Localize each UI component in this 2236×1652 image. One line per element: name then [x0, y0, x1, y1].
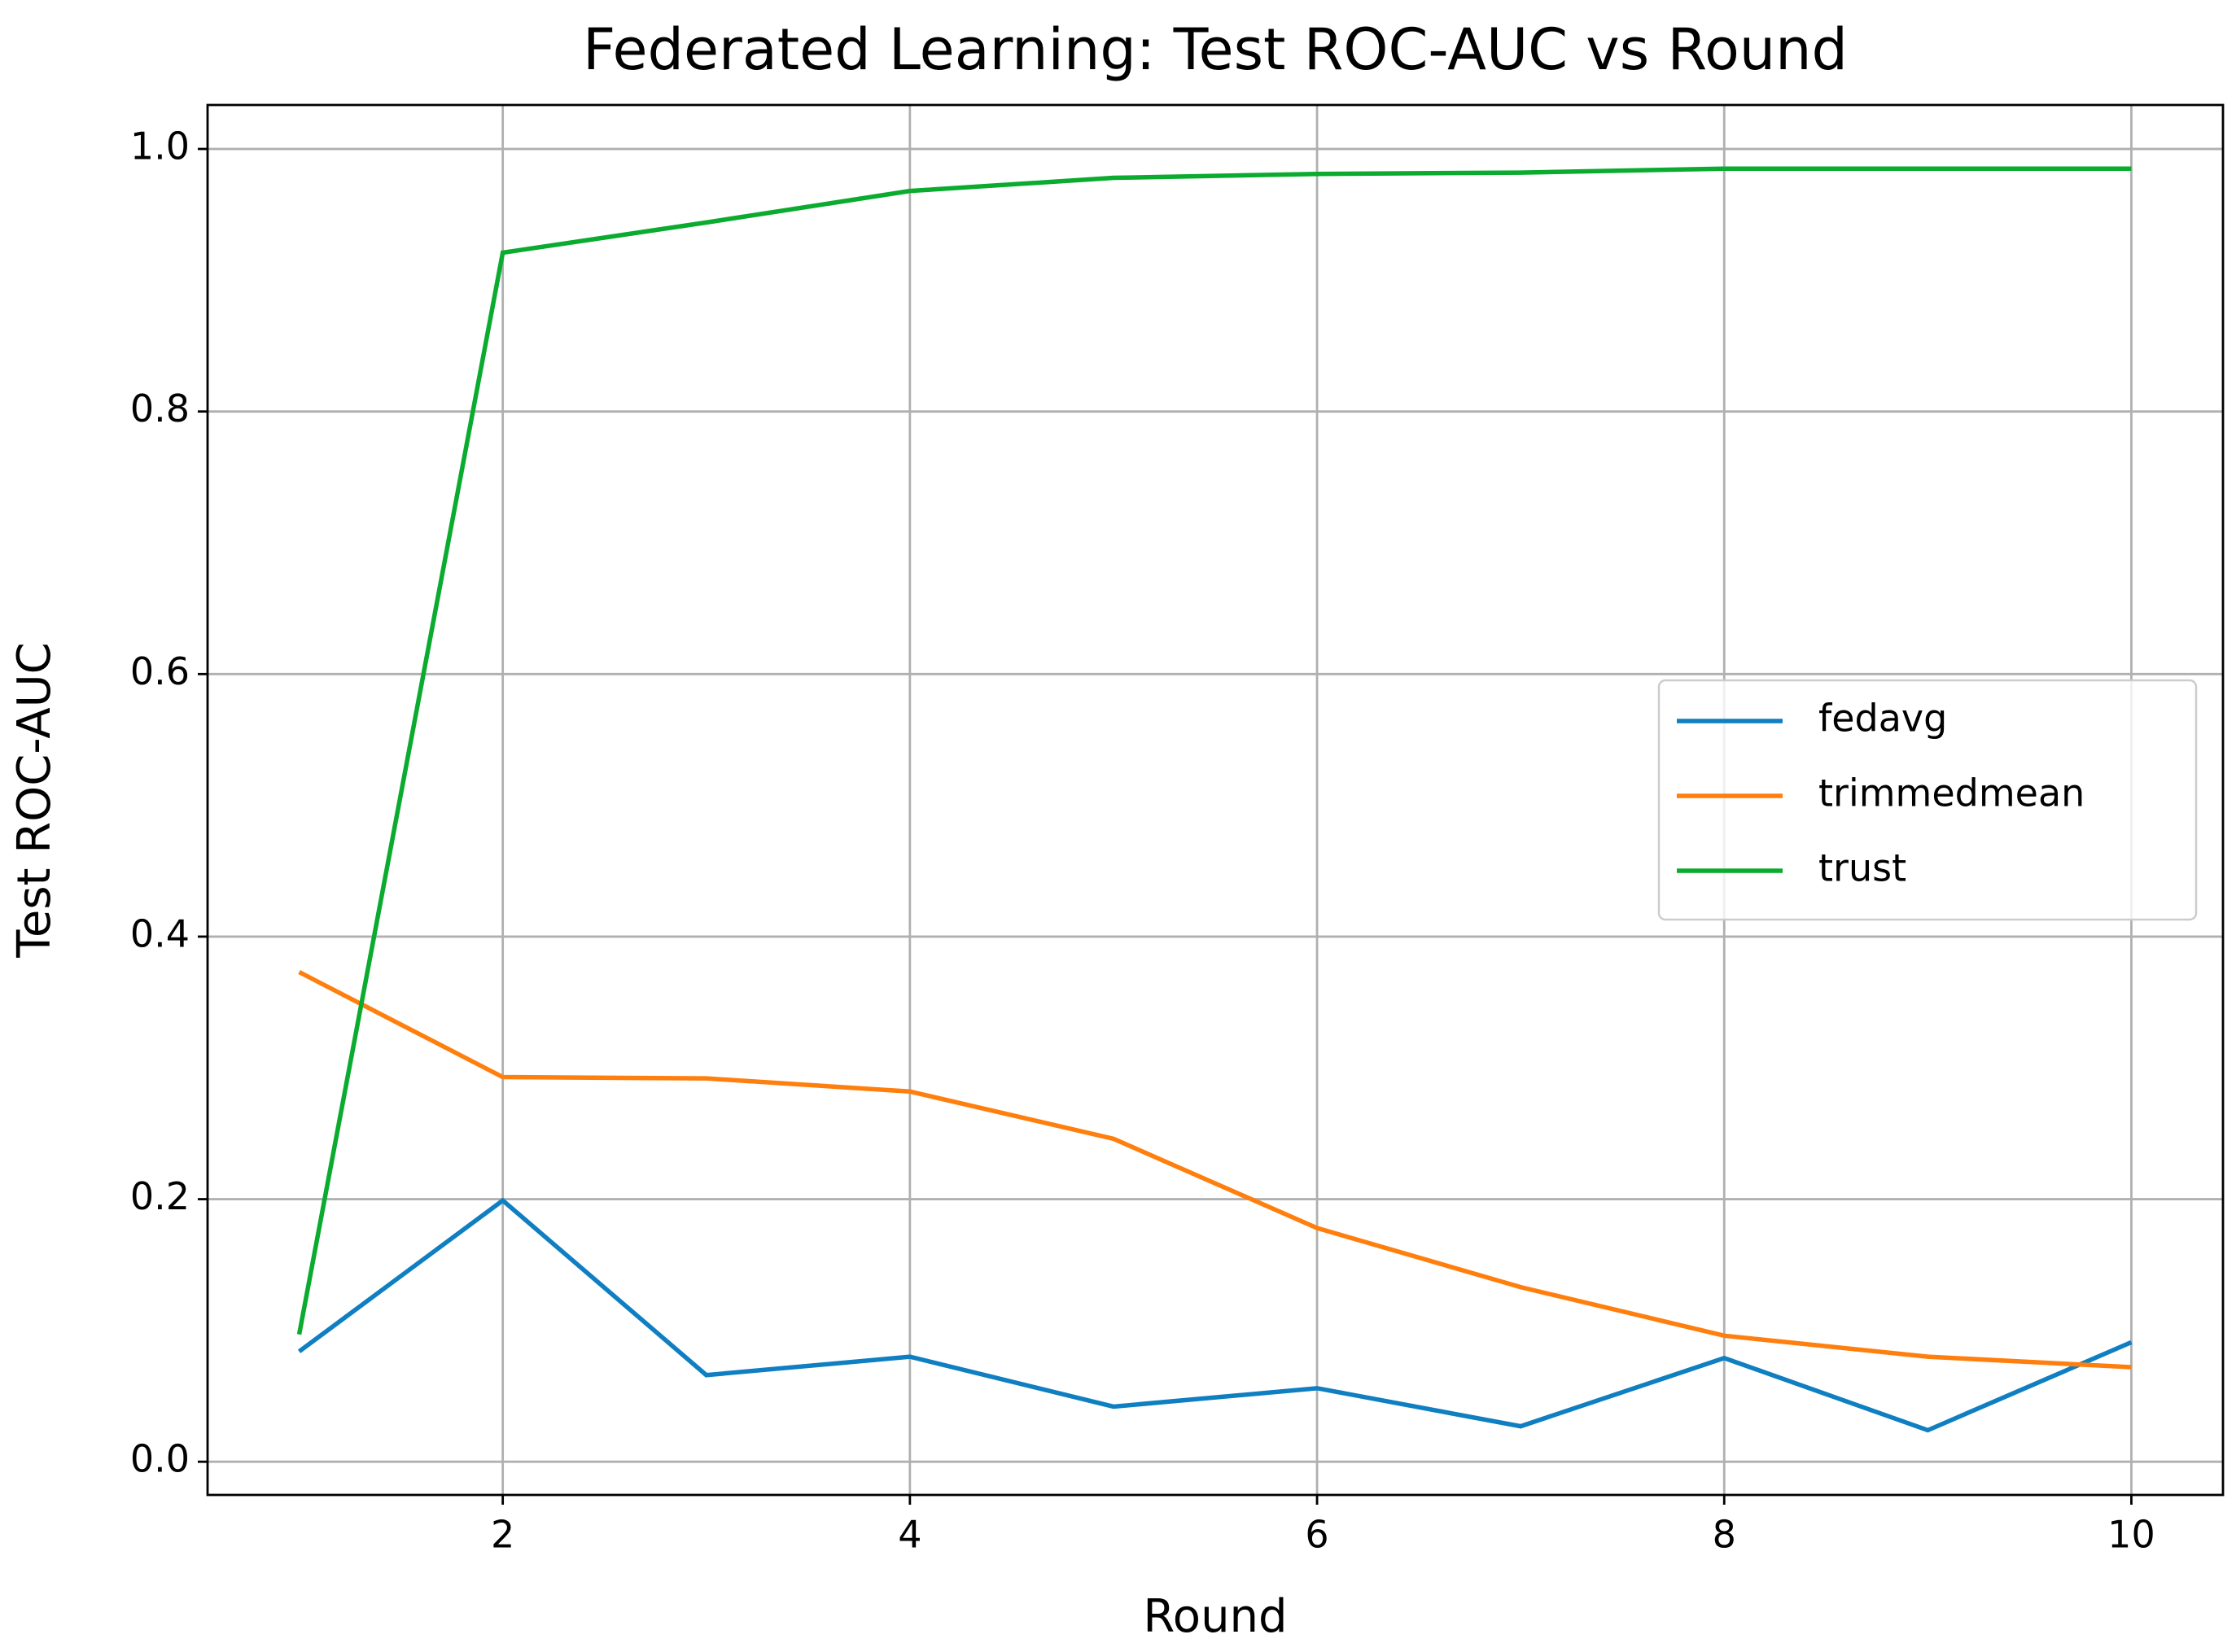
legend-label: trust — [1818, 846, 1906, 890]
x-tick-label: 2 — [491, 1513, 514, 1557]
y-tick-label: 0.2 — [130, 1174, 190, 1218]
y-tick-label: 1.0 — [130, 125, 190, 168]
y-tick-label: 0.8 — [130, 387, 190, 430]
series-line — [296, 166, 2132, 1335]
x-tick-label: 4 — [898, 1513, 921, 1557]
y-axis-label: Test ROC-AUC — [8, 642, 61, 959]
x-tick-label: 6 — [1305, 1513, 1328, 1557]
legend-label: fedavg — [1818, 697, 1947, 741]
series-line — [297, 1197, 2133, 1433]
x-tick-label: 10 — [2107, 1513, 2155, 1557]
x-axis-label: Round — [1143, 1590, 1287, 1643]
plot-frame — [206, 103, 2225, 1497]
series-line — [298, 970, 2132, 1370]
legend-label: trimmedmean — [1818, 771, 2085, 815]
y-tick-label: 0.6 — [130, 649, 190, 693]
chart-title: Federated Learning: Test ROC-AUC vs Roun… — [583, 16, 1848, 83]
y-tick-label: 0.0 — [130, 1437, 190, 1481]
y-tick-label: 0.4 — [130, 911, 190, 955]
legend-box — [1657, 679, 2198, 921]
x-tick-label: 8 — [1713, 1513, 1736, 1557]
